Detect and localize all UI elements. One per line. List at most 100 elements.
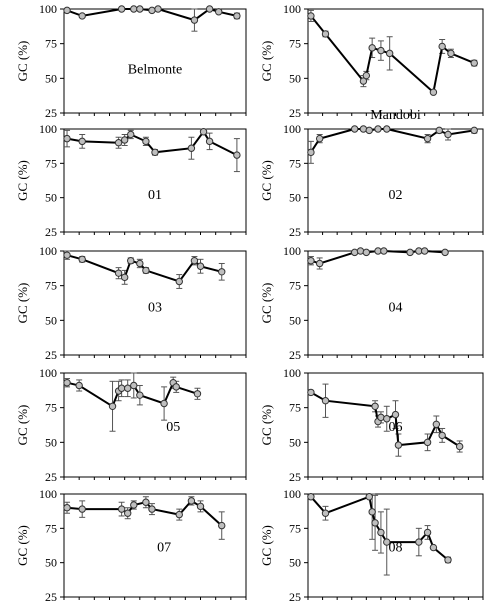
panel-9-point-9 [196, 502, 205, 511]
panel-10-frame [307, 493, 484, 598]
panel-10-point-8 [423, 528, 432, 537]
panel-1-point-2 [117, 5, 126, 13]
panel-8-point-6 [391, 410, 400, 419]
panel-5-point-0 [63, 251, 71, 259]
panel-8-point-8 [423, 438, 432, 447]
panel-9-point-6 [148, 505, 156, 513]
panel-8-ytick-label-3: 100 [283, 366, 301, 380]
panel-3-ytick-label-3: 100 [39, 122, 57, 136]
panel-3-point-2 [114, 139, 123, 147]
panel-2-point-2 [359, 77, 368, 85]
panel-7-point-5 [124, 384, 132, 392]
panel-10-point-10 [444, 556, 452, 564]
panel-10-ytick-label-1: 50 [289, 556, 301, 570]
panel-1-frame [63, 8, 247, 114]
panel-1-point-1 [78, 12, 86, 20]
panel-6-point-0 [307, 257, 315, 265]
panel-1-point-6 [154, 5, 162, 13]
panel-10-point-1 [321, 509, 330, 517]
panel-8-point-5 [383, 415, 391, 423]
panel-8-point-9 [432, 420, 441, 429]
panel-9-point-1 [78, 505, 86, 513]
panel-5-ytick-label-1: 50 [45, 313, 57, 327]
panel-10-point-6 [383, 538, 391, 546]
panel-3-point-9 [205, 137, 214, 146]
panel-1-point-8 [205, 5, 214, 13]
panel-6-label: 04 [389, 300, 403, 315]
panel-5-ytick-label-3: 100 [39, 244, 57, 258]
panel-7-ytick-label-0: 25 [45, 470, 57, 484]
panel-2-ytick-label-1: 50 [289, 71, 301, 85]
panel-2-point-8 [438, 42, 446, 51]
panel-7-point-1 [75, 381, 83, 390]
panel-6-ytick-label-2: 75 [289, 279, 301, 293]
panel-2-ytick-label-2: 75 [289, 37, 301, 51]
panel-3-point-8 [199, 128, 208, 136]
panel-2-label: Mandobi [370, 108, 421, 123]
panel-7-point-8 [160, 399, 168, 408]
panel-4-ytick-label-0: 25 [289, 225, 301, 239]
panel-1-ytick-label-2: 75 [45, 37, 57, 51]
panel-2-frame [307, 8, 484, 114]
panel-4-point-8 [435, 126, 443, 135]
panel-4-point-6 [383, 125, 391, 133]
panel-5-point-5 [136, 259, 144, 268]
panel-1-point-0 [63, 6, 71, 15]
panel-6-ytick-label-1: 50 [289, 313, 301, 327]
panel-10-ytick-label-3: 100 [283, 487, 301, 501]
panel-5-point-1 [78, 255, 86, 264]
panel-5-point-6 [142, 266, 150, 275]
panel-7-ytick-label-3: 100 [39, 366, 57, 380]
panel-4-point-9 [444, 130, 452, 139]
panel-4-point-10 [470, 126, 478, 135]
panel-9-ytick-label-3: 100 [39, 487, 57, 501]
panel-9-ytick-label-2: 75 [45, 521, 57, 535]
panel-7-point-2 [108, 402, 117, 410]
panel-5-frame [63, 250, 247, 356]
panel-1-point-7 [190, 16, 199, 24]
panel-5-point-8 [190, 257, 199, 265]
panel-6-ytick-label-3: 100 [283, 244, 301, 258]
panel-6-ylabel: GC (%) [259, 283, 274, 324]
panel-1-point-5 [148, 6, 156, 15]
panel-9-ytick-label-0: 25 [45, 590, 57, 602]
panel-3-frame [63, 128, 247, 233]
panel-1-point-4 [136, 5, 144, 13]
panel-2-point-1 [321, 30, 330, 38]
panel-8-ylabel: GC (%) [259, 405, 274, 446]
panel-7-point-10 [172, 383, 180, 391]
panel-1-label: Belmonte [128, 62, 182, 77]
panel-3-label: 01 [148, 188, 162, 203]
panel-2-point-3 [362, 71, 371, 80]
panel-2-point-9 [447, 49, 455, 58]
panel-2-point-6 [385, 49, 394, 58]
panel-4-point-7 [423, 134, 432, 143]
panel-9-point-4 [130, 501, 138, 509]
panel-8-point-7 [394, 441, 403, 449]
panel-2-point-5 [377, 46, 385, 55]
panel-5-point-7 [175, 277, 183, 286]
panel-5-ytick-label-2: 75 [45, 279, 57, 293]
panel-3-ytick-label-2: 75 [45, 156, 57, 170]
panel-5-point-10 [218, 268, 226, 276]
panel-9-point-0 [63, 504, 71, 512]
panel-8-ytick-label-0: 25 [289, 470, 301, 484]
panel-2-point-0 [307, 12, 315, 20]
panel-6-ytick-label-0: 25 [289, 348, 301, 362]
panel-2-point-10 [470, 59, 478, 67]
panel-10-ytick-label-2: 75 [289, 521, 301, 535]
panel-3-ytick-label-0: 25 [45, 225, 57, 239]
panel-6-point-4 [362, 248, 371, 257]
panel-3-point-4 [127, 130, 135, 139]
panel-3-point-5 [142, 137, 150, 146]
panel-10-point-7 [415, 538, 423, 546]
panel-3-point-1 [78, 137, 86, 146]
panel-9-point-5 [142, 498, 150, 506]
panel-4-point-0 [307, 148, 315, 157]
panel-7-ytick-label-1: 50 [45, 435, 57, 449]
panel-8-point-2 [371, 402, 379, 410]
panel-10-point-0 [307, 493, 315, 501]
panel-9-frame [63, 493, 247, 598]
panel-4-ytick-label-3: 100 [283, 122, 301, 136]
